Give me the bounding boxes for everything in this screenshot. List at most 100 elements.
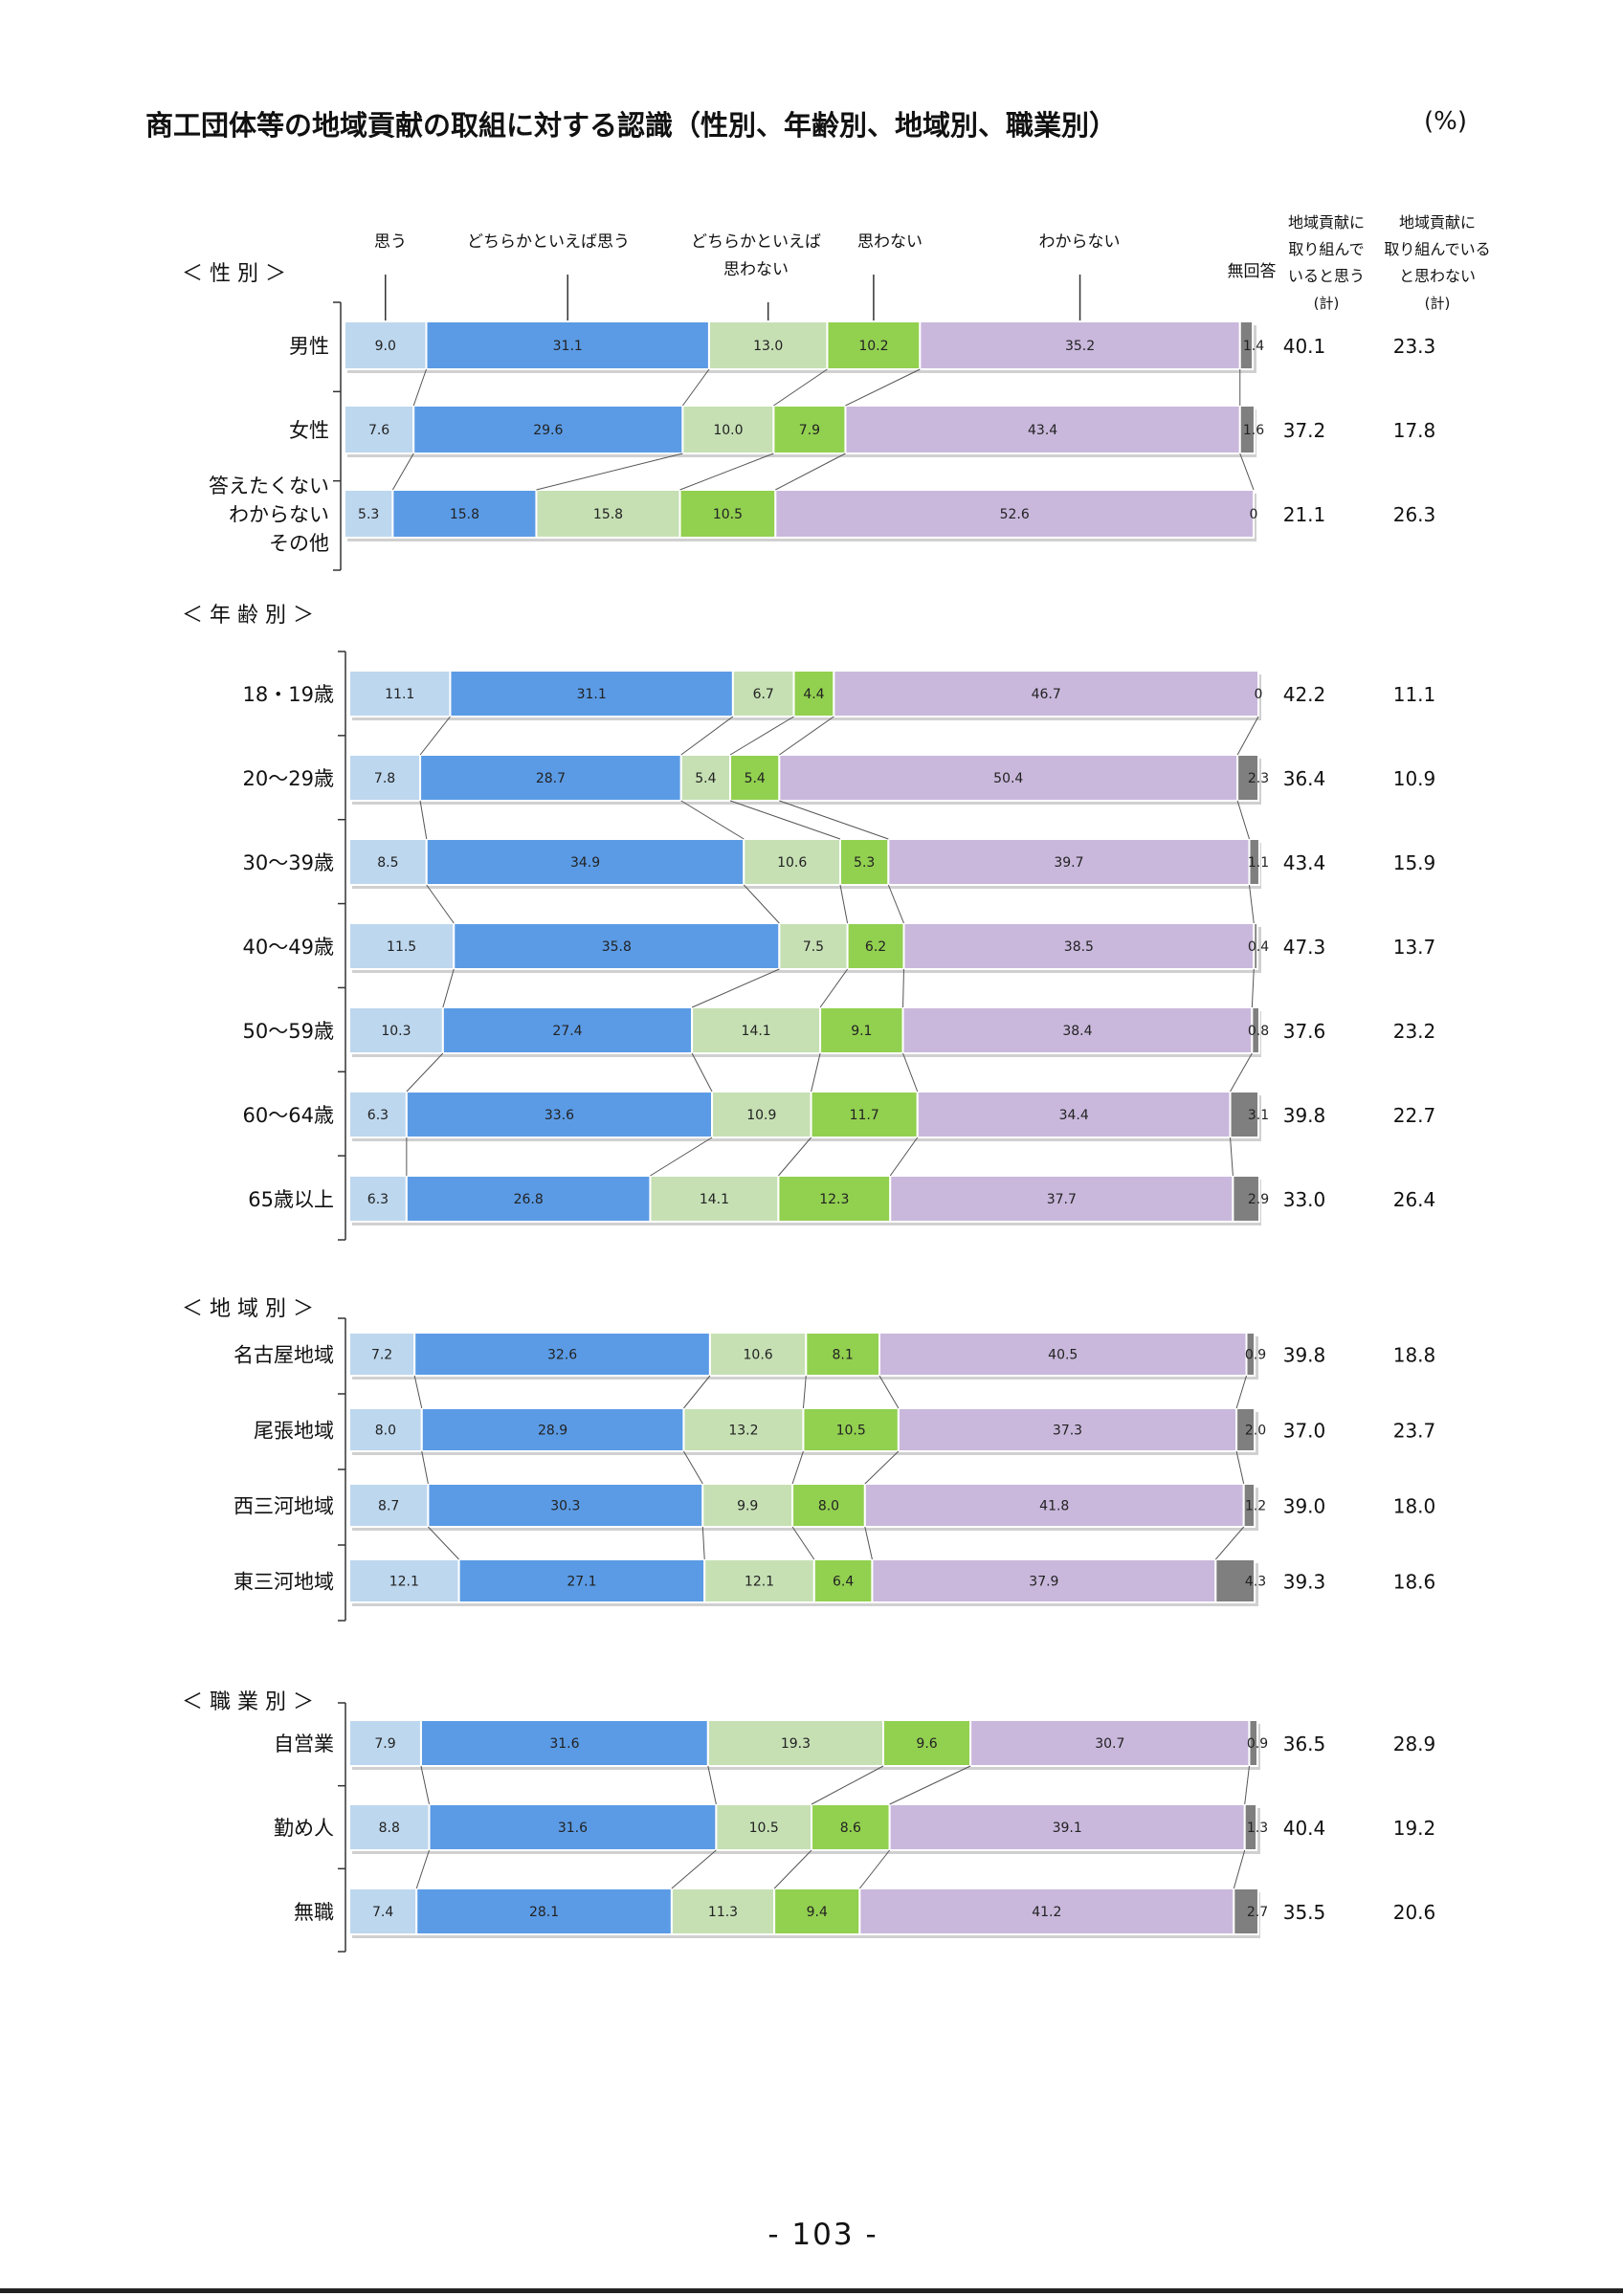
sum-header-2: と思わない <box>1399 267 1476 285</box>
bar-segment-2 <box>457 1558 706 1603</box>
bar-segment-3 <box>703 1558 815 1603</box>
bar-segment-4 <box>846 922 905 970</box>
segment-value-label: 12.1 <box>745 1575 774 1590</box>
sum-no-value: 18.8 <box>1393 1344 1436 1367</box>
segment-value-label: 9.9 <box>737 1499 758 1514</box>
connector-line <box>419 716 451 756</box>
segment-value-label: 14.1 <box>742 1024 771 1039</box>
sum-yes-value: 36.4 <box>1283 767 1326 790</box>
sum-yes-value: 37.2 <box>1283 419 1326 442</box>
bar-segment-1 <box>348 1006 444 1054</box>
sum-no-value: 13.7 <box>1393 936 1436 959</box>
segment-value-label: 28.1 <box>529 1905 559 1920</box>
row-label: 50～59歳 <box>243 1020 334 1043</box>
segment-value-label: 7.4 <box>372 1905 393 1920</box>
segment-value-label: 40.5 <box>1048 1348 1078 1363</box>
connector-line <box>1235 1375 1248 1409</box>
sum-yes-value: 37.0 <box>1283 1420 1326 1443</box>
bar-segment-5 <box>969 1719 1251 1767</box>
connector-line <box>902 1052 919 1093</box>
segment-value-label: 0.9 <box>1245 1348 1266 1363</box>
connector-line <box>683 1450 703 1485</box>
connector-line <box>1235 1450 1245 1485</box>
segment-value-label: 8.0 <box>375 1424 396 1439</box>
connector-line <box>839 884 849 924</box>
segment-value-label: 2.7 <box>1247 1905 1268 1920</box>
bar-segment-6 <box>1233 1888 1259 1935</box>
bar-segment-2 <box>427 1483 704 1528</box>
segment-value-label: 6.3 <box>367 1108 389 1123</box>
legend-label-5: わからない <box>1039 232 1121 252</box>
connector-line <box>864 1526 873 1560</box>
connector-line <box>889 1137 919 1177</box>
bar-segment-4 <box>729 754 781 802</box>
bar-segment-3 <box>711 1091 812 1138</box>
connector-line <box>681 368 710 407</box>
segment-value-label: 1.2 <box>1245 1499 1266 1514</box>
bar-segment-2 <box>415 1888 673 1935</box>
bar-segment-5 <box>916 1091 1232 1138</box>
bar-segment-1 <box>348 838 428 886</box>
row-label: 答えたくない <box>209 475 329 497</box>
connector-line <box>811 1052 821 1093</box>
bar-segment-3 <box>682 1407 805 1452</box>
sum-yes-value: 39.3 <box>1283 1571 1326 1594</box>
sum-yes-value: 39.0 <box>1283 1495 1326 1518</box>
connector-line <box>1244 1765 1250 1805</box>
segment-value-label: 34.4 <box>1059 1108 1089 1123</box>
row-label: 65歳以上 <box>248 1188 334 1211</box>
segment-value-label: 7.5 <box>803 939 824 955</box>
segment-value-label: 10.0 <box>713 423 743 438</box>
segment-value-label: 10.9 <box>746 1108 776 1123</box>
bar-segment-3 <box>708 1332 808 1377</box>
group-label: ＜ 性 別 ＞ <box>182 262 286 286</box>
bar-segment-4 <box>777 1175 892 1223</box>
segment-value-label: 0.4 <box>1248 939 1269 955</box>
sum-no-value: 11.1 <box>1393 683 1436 706</box>
row-label: 無職 <box>294 1901 334 1924</box>
bar-segment-1 <box>348 922 456 970</box>
segment-value-label: 4.4 <box>803 687 824 702</box>
connector-line <box>729 800 841 840</box>
connector-line <box>1230 1052 1253 1093</box>
segment-value-label: 7.9 <box>374 1736 395 1752</box>
connector-line <box>707 1765 717 1805</box>
segment-value-label: 31.6 <box>558 1821 588 1836</box>
bar-segment-3 <box>679 754 732 802</box>
bar-segment-6 <box>1238 405 1256 454</box>
bar-segment-5 <box>774 489 1255 539</box>
connector-line <box>1249 884 1255 924</box>
legend-label-6: 無回答 <box>1228 262 1277 281</box>
connector-line <box>679 453 774 491</box>
sum-yes-value: 40.4 <box>1283 1817 1326 1840</box>
bar-segment-1 <box>344 489 394 539</box>
connector-line <box>428 1526 459 1560</box>
bar-segment-3 <box>778 922 849 970</box>
connector-line <box>773 1849 812 1889</box>
row-label: 勤め人 <box>274 1817 334 1840</box>
bar-segment-2 <box>391 489 538 539</box>
connector-line <box>878 1375 900 1409</box>
connector-line <box>779 800 889 840</box>
segment-value-label: 3.1 <box>1248 1108 1269 1123</box>
connector-line <box>775 453 846 491</box>
segment-value-label: 1.1 <box>1248 855 1269 871</box>
bar-segment-6 <box>1232 1175 1260 1223</box>
group-label: ＜ 地 域 別 ＞ <box>182 1297 314 1321</box>
sum-no-value: 18.0 <box>1393 1495 1436 1518</box>
segment-value-label: 10.6 <box>744 1348 773 1363</box>
sum-yes-value: 39.8 <box>1283 1104 1326 1127</box>
segment-value-label: 8.8 <box>379 1821 400 1836</box>
bar-segment-3 <box>706 1719 885 1767</box>
connector-line <box>420 1765 431 1805</box>
connector-line <box>811 1765 884 1805</box>
sum-yes-value: 21.1 <box>1283 503 1326 526</box>
bar-segment-4 <box>792 670 835 718</box>
connector-line <box>729 716 794 756</box>
connector-line <box>1230 1137 1234 1177</box>
page-number: - 103 - <box>767 2218 878 2252</box>
segment-value-label: 30.3 <box>550 1499 580 1514</box>
segment-value-label: 38.4 <box>1062 1024 1092 1039</box>
bar-segment-3 <box>701 1483 794 1528</box>
